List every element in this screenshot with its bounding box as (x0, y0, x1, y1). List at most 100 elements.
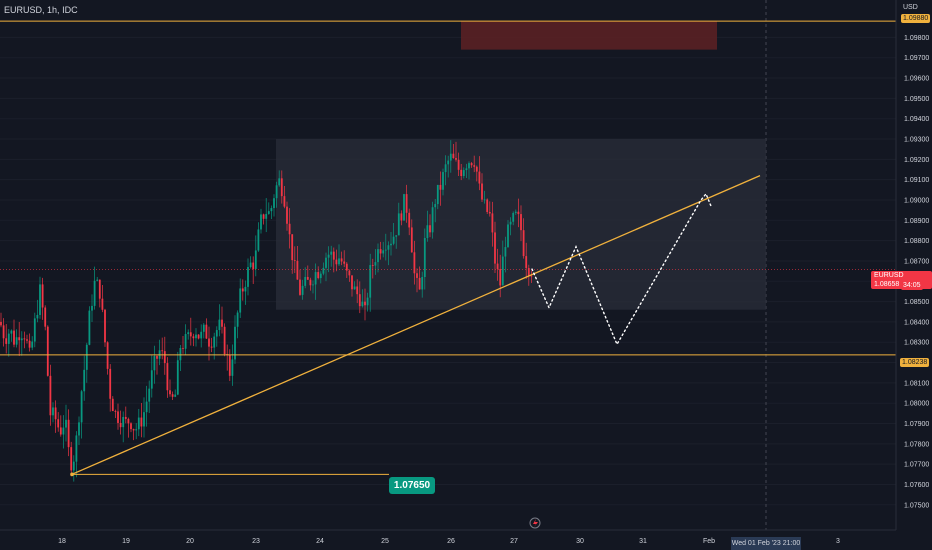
candle-body (46, 326, 49, 376)
candle-body (405, 194, 408, 213)
candle (392, 223, 395, 246)
candle-body (377, 249, 379, 263)
candle (496, 248, 499, 281)
candle (226, 344, 229, 371)
y-tick-label: 1.09200 (904, 157, 929, 164)
price-annotation-label[interactable]: 1.07650 (389, 477, 435, 494)
candle (478, 156, 481, 191)
candle (418, 266, 421, 290)
candle-body (124, 416, 127, 419)
candle-body (327, 254, 330, 258)
candle (444, 155, 447, 186)
time-axis[interactable]: 18 19 20 23 24 25 26 27 30 31 Feb 3 (0, 517, 896, 545)
interval-label[interactable]: 1h (47, 5, 58, 15)
candle-body (280, 178, 283, 197)
y-tick-label: 1.08400 (904, 319, 929, 326)
candle-body (236, 312, 239, 327)
candle-body (249, 262, 252, 268)
candle-body (296, 260, 299, 280)
candle (218, 304, 221, 337)
bar-countdown: 34:05 (901, 281, 923, 290)
y-tick-label: 1.08000 (904, 401, 929, 408)
candle-body (288, 223, 291, 235)
y-tick-label: 1.08100 (904, 380, 929, 387)
candle-body (166, 363, 169, 391)
candle-body (192, 336, 195, 339)
candle (187, 329, 190, 340)
candle-body (218, 319, 221, 331)
candle-body (5, 338, 8, 344)
candle-body (153, 356, 156, 371)
candle-body (189, 332, 192, 337)
candle (106, 341, 109, 375)
candle-body (499, 269, 502, 286)
candle (351, 275, 353, 297)
candle-body (418, 277, 421, 290)
candle (335, 249, 338, 272)
candle (28, 333, 31, 352)
candle-body (176, 360, 179, 395)
candle (182, 335, 184, 354)
candle (13, 319, 15, 348)
candle (65, 404, 67, 442)
candle-body (436, 184, 439, 205)
candle (340, 251, 343, 266)
candle (249, 256, 252, 269)
candle (228, 349, 231, 382)
candle (0, 312, 2, 328)
candle (221, 306, 223, 334)
candle-body (10, 330, 13, 334)
candle (184, 324, 187, 356)
lightning-icon[interactable] (529, 517, 541, 529)
candle (31, 336, 34, 351)
candle-body (408, 212, 411, 228)
top-level-price-tag: 1.09880 (901, 14, 931, 23)
candle (410, 219, 413, 253)
candle (78, 416, 80, 445)
candle-body (49, 375, 52, 416)
candle (501, 240, 504, 286)
candle-body (293, 260, 296, 261)
candle-body (509, 221, 512, 225)
candle (208, 326, 210, 361)
candle-body (473, 165, 476, 167)
candle (267, 202, 270, 215)
candle (525, 242, 528, 279)
candle-body (317, 272, 320, 279)
candle (150, 355, 153, 398)
trendline (71, 175, 761, 475)
candle (145, 385, 148, 427)
candle-body (332, 251, 335, 260)
candle (520, 205, 522, 242)
annotation-anchor (70, 472, 74, 477)
candle (343, 250, 346, 267)
candle-body (504, 247, 507, 257)
candle-body (514, 211, 517, 213)
candle (361, 289, 364, 308)
candle (319, 271, 322, 284)
candle-body (106, 342, 109, 369)
candle (468, 161, 470, 180)
candle (330, 245, 333, 267)
y-tick-label: 1.07800 (904, 441, 929, 448)
candle-body (171, 394, 174, 397)
candle (296, 245, 299, 280)
candle-body (351, 275, 353, 290)
y-tick-label: 1.07700 (904, 462, 929, 469)
candle-body (247, 267, 249, 287)
candle (166, 357, 169, 398)
candle-body (364, 301, 366, 306)
candle (111, 396, 114, 412)
x-tick-label: 19 (122, 538, 130, 545)
candle-body (335, 259, 338, 265)
candle-body (130, 423, 132, 430)
candle-body (527, 268, 530, 276)
candle (179, 345, 182, 371)
candle-body (452, 153, 455, 159)
candle-body (462, 170, 465, 177)
candle-body (117, 411, 119, 423)
candle (158, 339, 161, 366)
currency-label[interactable]: USD (903, 4, 918, 11)
candle-body (496, 263, 499, 270)
